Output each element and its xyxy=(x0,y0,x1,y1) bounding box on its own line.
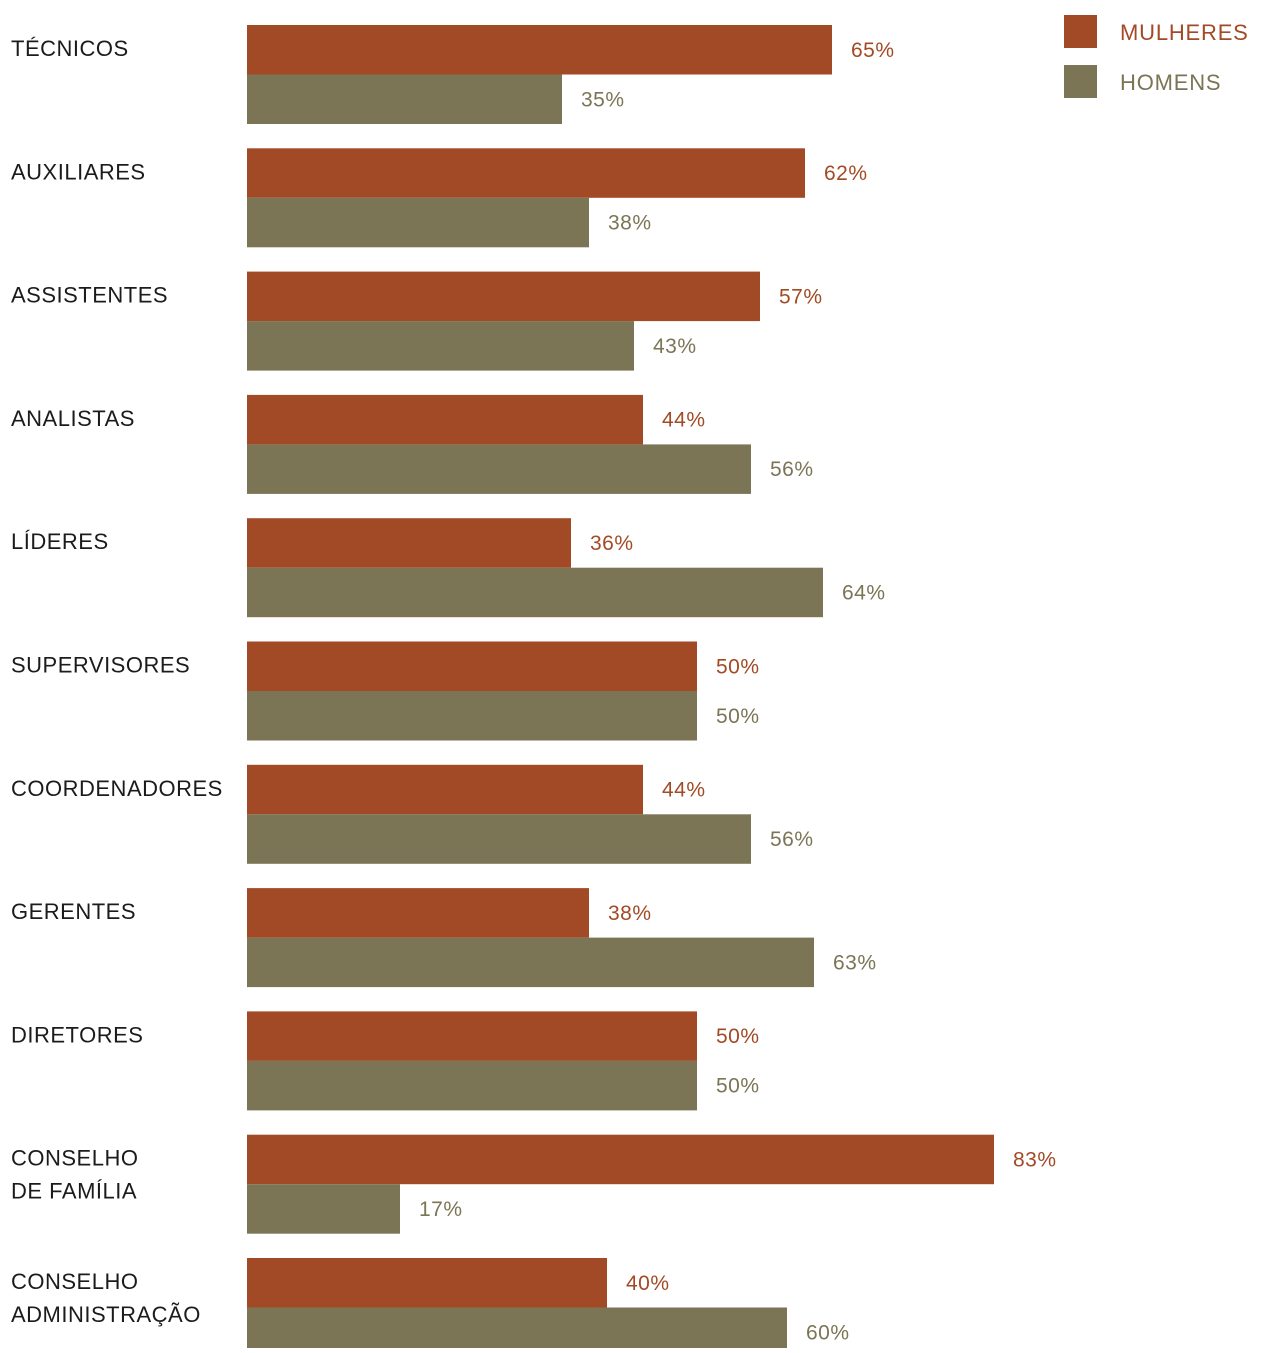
bar-mulheres xyxy=(247,148,805,198)
value-label-homens: 17% xyxy=(419,1198,463,1221)
category-label: GERENTES xyxy=(11,899,136,924)
value-label-homens: 56% xyxy=(770,458,814,481)
bar-homens xyxy=(247,1060,697,1111)
value-label-homens: 50% xyxy=(716,1075,760,1098)
bar-homens xyxy=(247,937,814,988)
category-label: DIRETORES xyxy=(11,1022,143,1047)
value-label-mulheres: 38% xyxy=(608,902,652,925)
category-label: ANALISTAS xyxy=(11,406,135,431)
value-label-mulheres: 40% xyxy=(626,1272,670,1295)
value-label-mulheres: 83% xyxy=(1013,1148,1057,1171)
bar-homens xyxy=(247,321,634,371)
bar-group: CONSELHO DE FAMÍLIA 83% 17% xyxy=(11,1134,1057,1234)
bar-mulheres xyxy=(247,271,760,322)
bar-mulheres xyxy=(247,518,571,568)
category-label: CONSELHO DE FAMÍLIA xyxy=(11,1146,138,1204)
legend: MULHERES HOMENS xyxy=(1064,15,1249,98)
category-label-line: AUXILIARES xyxy=(11,159,146,184)
bar-group: CONSELHO ADMINISTRAÇÃO 40% 60% xyxy=(11,1258,850,1353)
bar-homens xyxy=(247,74,562,124)
value-label-mulheres: 44% xyxy=(662,409,706,432)
legend-item-mulheres: MULHERES xyxy=(1064,15,1249,48)
category-label-line: ASSISTENTES xyxy=(11,283,168,308)
bar-mulheres xyxy=(247,394,643,445)
bar-homens xyxy=(247,444,751,494)
category-label-line: ADMINISTRAÇÃO xyxy=(11,1302,201,1327)
category-label: AUXILIARES xyxy=(11,159,146,184)
bar-group: ANALISTAS 44% 56% xyxy=(11,394,814,494)
category-label-line: CONSELHO xyxy=(11,1146,138,1171)
bar-mulheres xyxy=(247,641,697,691)
category-label-line: DE FAMÍLIA xyxy=(11,1179,137,1204)
category-label: LÍDERES xyxy=(11,529,109,554)
bar-group: COORDENADORES 44% 56% xyxy=(11,764,814,864)
bar-homens xyxy=(247,814,751,864)
value-label-homens: 38% xyxy=(608,212,652,235)
value-label-homens: 63% xyxy=(833,951,877,974)
value-label-mulheres: 62% xyxy=(824,162,868,185)
category-label: TÉCNICOS xyxy=(11,36,129,61)
category-label: SUPERVISORES xyxy=(11,653,190,678)
category-label-line: COORDENADORES xyxy=(11,776,223,801)
category-label-line: SUPERVISORES xyxy=(11,653,190,678)
bar-homens xyxy=(247,197,589,248)
value-label-mulheres: 44% xyxy=(662,779,706,802)
category-label-line: LÍDERES xyxy=(11,529,109,554)
value-label-homens: 50% xyxy=(716,705,760,728)
legend-item-homens: HOMENS xyxy=(1064,65,1221,98)
bar-homens xyxy=(247,691,697,741)
bar-mulheres xyxy=(247,25,832,75)
value-label-homens: 56% xyxy=(770,828,814,851)
legend-swatch-homens xyxy=(1064,65,1097,98)
bar-group: DIRETORES 50% 50% xyxy=(11,1011,760,1111)
legend-label-mulheres: MULHERES xyxy=(1120,20,1249,45)
value-label-homens: 43% xyxy=(653,335,697,358)
category-label-line: GERENTES xyxy=(11,899,136,924)
bar-group: TÉCNICOS 65% 35% xyxy=(11,25,895,124)
value-label-homens: 60% xyxy=(806,1321,850,1344)
bar-homens xyxy=(247,1307,787,1353)
bar-group: GERENTES 38% 63% xyxy=(11,888,877,988)
bar-homens xyxy=(247,567,823,618)
bar-group: SUPERVISORES 50% 50% xyxy=(11,641,760,741)
value-label-mulheres: 50% xyxy=(716,655,760,678)
value-label-homens: 35% xyxy=(581,88,625,111)
bar-group: AUXILIARES 62% 38% xyxy=(11,148,868,248)
category-label: ASSISTENTES xyxy=(11,283,168,308)
category-label-line: CONSELHO xyxy=(11,1269,138,1294)
bar-mulheres xyxy=(247,888,589,938)
value-label-mulheres: 57% xyxy=(779,285,823,308)
value-label-mulheres: 50% xyxy=(716,1025,760,1048)
category-label: CONSELHO ADMINISTRAÇÃO xyxy=(11,1269,201,1327)
bar-group: LÍDERES 36% 64% xyxy=(11,518,886,618)
bar-mulheres xyxy=(247,764,643,815)
bar-mulheres xyxy=(247,1258,607,1308)
value-label-mulheres: 36% xyxy=(590,532,634,555)
legend-label-homens: HOMENS xyxy=(1120,70,1221,95)
category-label-line: ANALISTAS xyxy=(11,406,135,431)
value-label-homens: 64% xyxy=(842,581,886,604)
category-label-line: DIRETORES xyxy=(11,1022,143,1047)
category-label: COORDENADORES xyxy=(11,776,223,801)
bar-mulheres xyxy=(247,1011,697,1061)
bar-group: ASSISTENTES 57% 43% xyxy=(11,271,823,371)
legend-swatch-mulheres xyxy=(1064,15,1097,48)
plot-area: TÉCNICOS 65% 35% AUXILIARES 62% 38% ASSISTENTE… xyxy=(11,25,1057,1353)
bar-homens xyxy=(247,1184,400,1234)
value-label-mulheres: 65% xyxy=(851,39,895,62)
category-label-line: TÉCNICOS xyxy=(11,36,129,61)
bar-mulheres xyxy=(247,1134,994,1185)
